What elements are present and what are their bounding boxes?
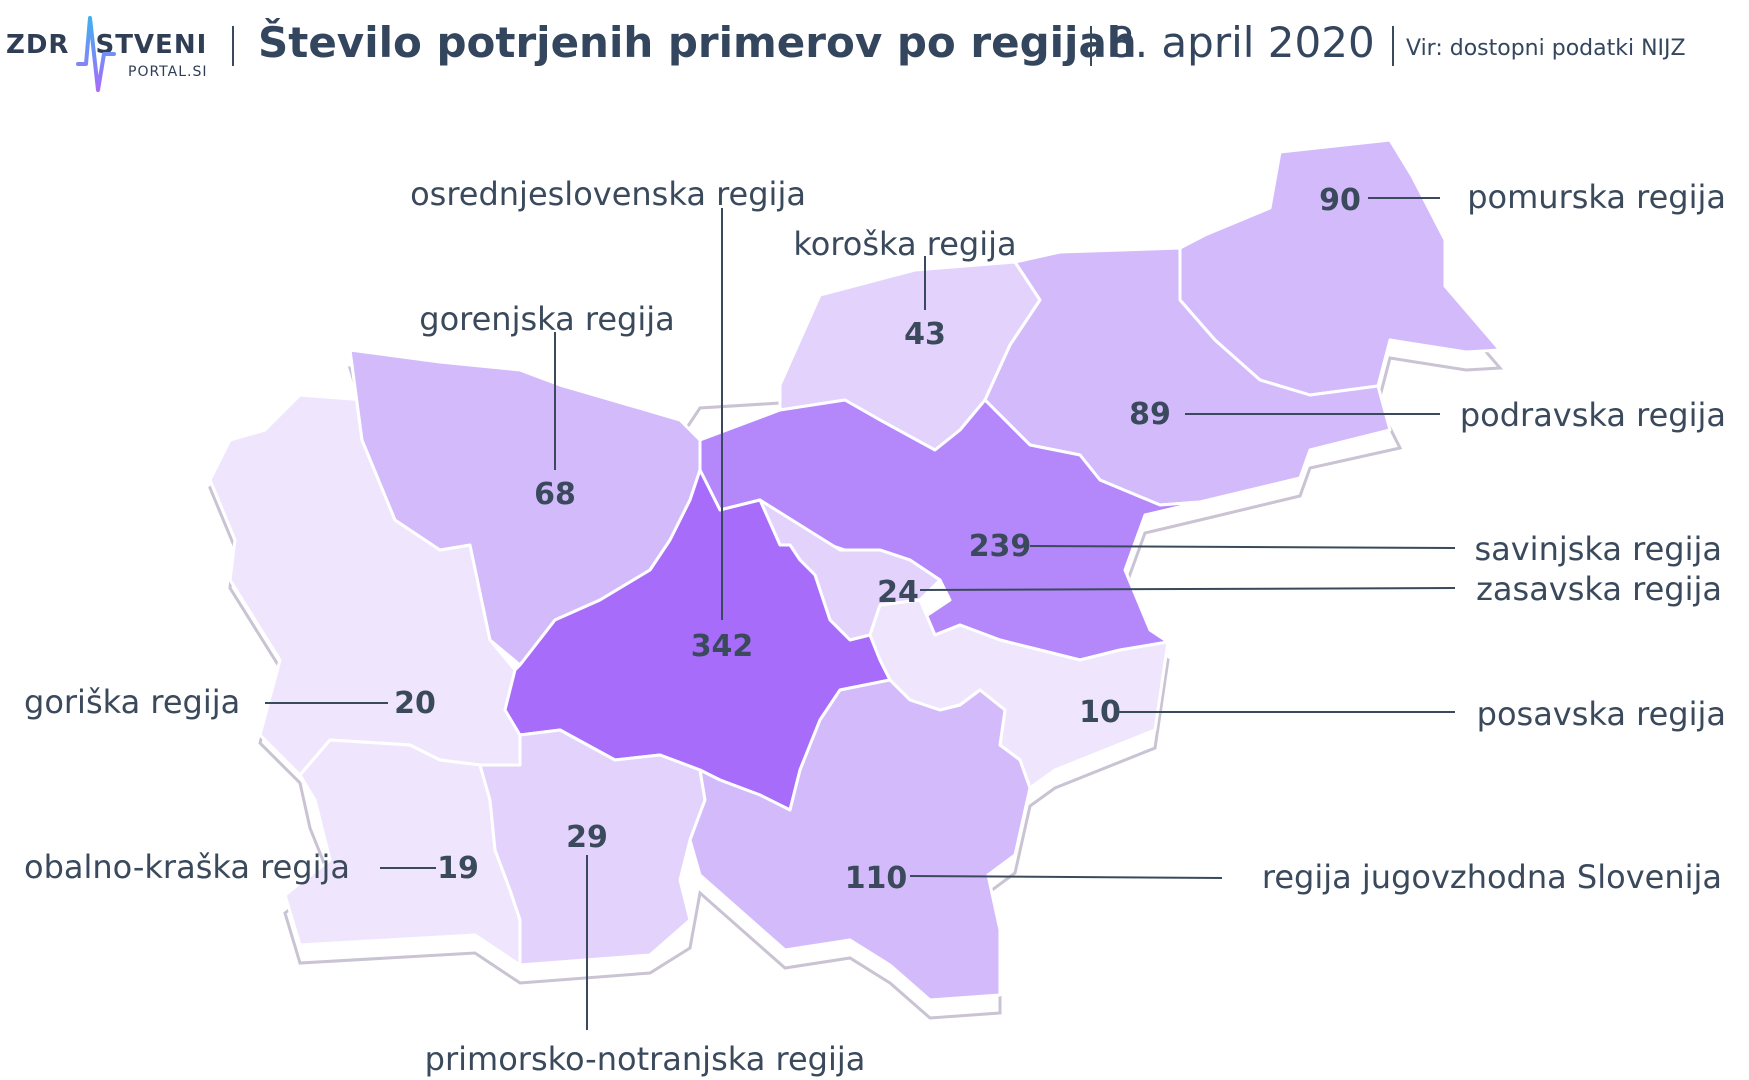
label-osrednjeslovenska: osrednjeslovenska regija <box>410 175 806 213</box>
regions-layer <box>208 138 1502 1002</box>
value-savinjska: 239 <box>969 529 1032 564</box>
value-goriska: 20 <box>394 686 436 721</box>
label-jugovzhodna: regija jugovzhodna Slovenija <box>1262 858 1722 896</box>
page-title: Število potrjenih primerov po regijah <box>258 18 1137 67</box>
value-podravska: 89 <box>1129 397 1171 432</box>
labels-layer: 90 pomurska regija 43 koroška regija 89 podra… <box>24 175 1726 1078</box>
source-label: Vir: dostopni podatki NIJZ <box>1406 36 1686 61</box>
value-primorsko-notranjska: 29 <box>566 820 608 855</box>
label-goriska: goriška regija <box>24 683 240 721</box>
leader-line-savinjska <box>1029 545 1456 549</box>
value-koroska: 43 <box>904 317 946 352</box>
date-label: 8. april 2020 <box>1108 18 1375 67</box>
region-jugovzhodna[interactable] <box>688 678 1032 1002</box>
value-gorenjska: 68 <box>534 477 576 512</box>
label-zasavska: zasavska regija <box>1476 570 1722 608</box>
separator <box>232 26 234 66</box>
region-primorsko-notranjska[interactable] <box>478 728 707 967</box>
separator <box>1090 26 1092 66</box>
label-gorenjska: gorenjska regija <box>419 300 674 338</box>
label-primorsko-notranjska: primorsko-notranjska regija <box>425 1040 866 1078</box>
leader-line-jugovzhodna <box>909 875 1223 879</box>
value-obalno-kraska: 19 <box>437 851 479 886</box>
leader-line-zasavska <box>919 587 1456 591</box>
value-osrednjeslovenska: 342 <box>691 629 754 664</box>
label-posavska: posavska regija <box>1477 695 1726 733</box>
logo-subtext: PORTAL.SI <box>128 64 208 80</box>
value-pomurska: 90 <box>1319 183 1361 218</box>
label-pomurska: pomurska regija <box>1467 178 1726 216</box>
value-zasavska: 24 <box>877 575 919 610</box>
pulse-icon <box>76 16 116 92</box>
header: ZDR STVENI PORTAL.SI Število potrjenih pr… <box>0 0 1749 100</box>
separator <box>1392 26 1394 66</box>
label-podravska: podravska regija <box>1460 396 1726 434</box>
value-posavska: 10 <box>1079 695 1121 730</box>
value-jugovzhodna: 110 <box>845 861 908 896</box>
label-obalno-kraska: obalno-kraška regija <box>24 848 350 886</box>
label-savinjska: savinjska regija <box>1474 530 1722 568</box>
zdravstveni-portal-logo[interactable]: ZDR STVENI PORTAL.SI <box>6 6 216 92</box>
label-koroska: koroška regija <box>793 225 1016 263</box>
